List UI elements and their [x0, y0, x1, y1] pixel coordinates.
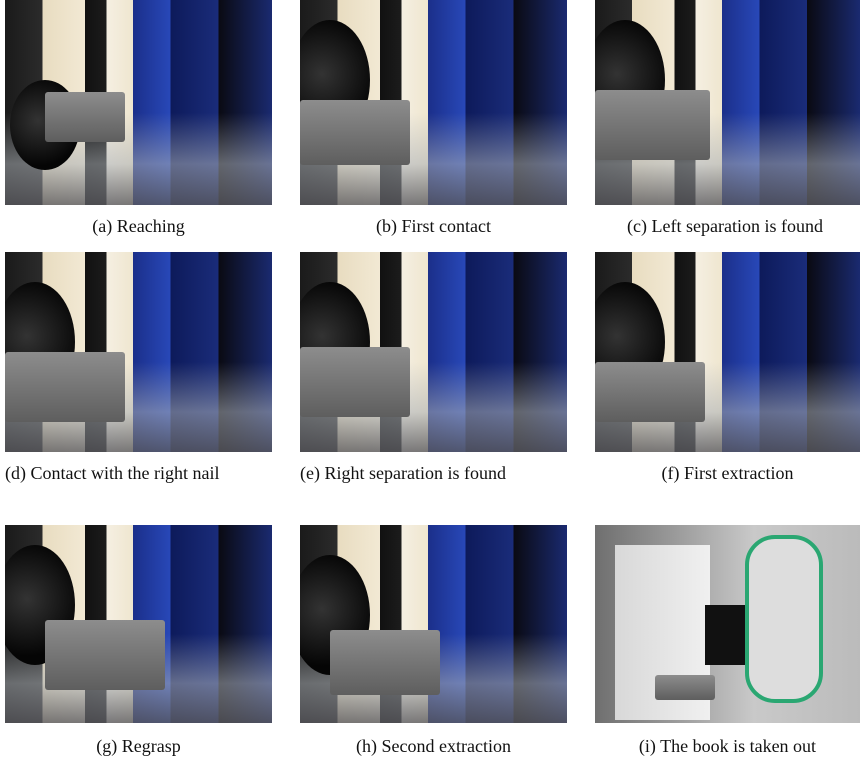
photo: [300, 0, 567, 205]
caption: (i) The book is taken out: [595, 732, 860, 760]
gripper: [595, 362, 705, 422]
gripper: [300, 100, 410, 165]
caption: (h) Second extraction: [300, 732, 567, 760]
photo: [5, 0, 272, 205]
caption: (b) First contact: [300, 212, 567, 240]
caption: (g) Regrasp: [5, 732, 272, 760]
photo: [595, 525, 860, 723]
photo: [5, 525, 272, 723]
figure: (a) Reaching (b) First contact (c) Left …: [0, 0, 860, 763]
caption: (a) Reaching: [5, 212, 272, 240]
photo: [300, 525, 567, 723]
gripper: [300, 347, 410, 417]
gripper: [595, 90, 710, 160]
photo: [595, 252, 860, 452]
sensor: [705, 605, 745, 665]
gripper: [655, 675, 715, 700]
gripper: [45, 620, 165, 690]
photo: [300, 252, 567, 452]
photo: [595, 0, 860, 205]
gripper: [45, 92, 125, 142]
gripper: [330, 630, 440, 695]
caption: (e) Right separation is found: [300, 459, 567, 487]
robot-arm: [745, 535, 823, 703]
gripper: [5, 352, 125, 422]
photo: [5, 252, 272, 452]
caption: (f) First extraction: [595, 459, 860, 487]
caption: (d) Contact with the right nail: [5, 459, 272, 487]
caption: (c) Left separation is found: [590, 212, 860, 240]
